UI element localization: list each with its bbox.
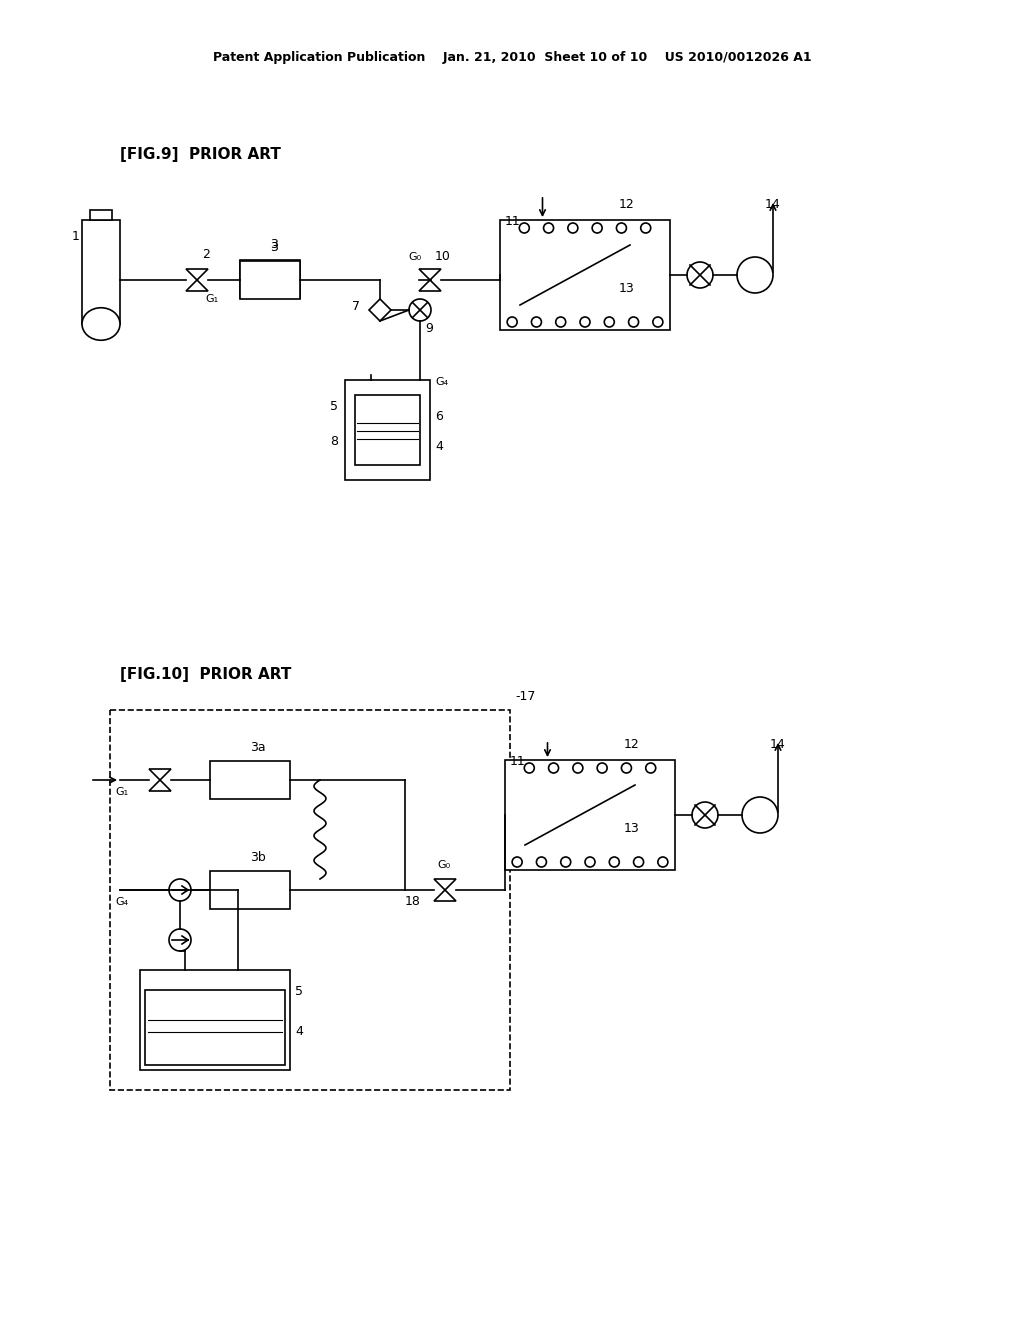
Bar [145, 990, 285, 1065]
Text: 12: 12 [618, 198, 635, 211]
Text: 4: 4 [295, 1026, 303, 1038]
Text: G₁: G₁ [205, 294, 218, 304]
Bar [355, 395, 420, 465]
Text: G₀: G₀ [408, 252, 421, 261]
Bar [140, 970, 290, 1071]
Text: G₀: G₀ [437, 861, 451, 870]
Text: 10: 10 [435, 249, 451, 263]
Text: 6: 6 [435, 411, 442, 422]
Bar [345, 380, 430, 480]
Text: 1: 1 [72, 230, 80, 243]
Bar [210, 762, 290, 799]
Text: [FIG.9]  PRIOR ART: [FIG.9] PRIOR ART [120, 148, 281, 162]
Ellipse shape [82, 308, 120, 341]
Text: 13: 13 [618, 281, 635, 294]
Text: 3: 3 [270, 242, 278, 253]
Text: 7: 7 [352, 300, 360, 313]
Text: 14: 14 [770, 738, 785, 751]
Text: 9: 9 [425, 322, 433, 335]
Text: G₁: G₁ [115, 787, 128, 797]
Text: 11: 11 [505, 215, 521, 228]
Bar [240, 261, 300, 300]
Bar [110, 710, 510, 1090]
Text: 8: 8 [330, 436, 338, 447]
Text: 3: 3 [270, 238, 278, 251]
Text: 11: 11 [510, 755, 525, 768]
Text: -17: -17 [515, 690, 536, 704]
Text: 12: 12 [624, 738, 640, 751]
Text: [FIG.10]  PRIOR ART: [FIG.10] PRIOR ART [120, 668, 292, 682]
Bar [90, 210, 113, 220]
Text: 4: 4 [435, 440, 442, 453]
Text: Patent Application Publication    Jan. 21, 2010  Sheet 10 of 10    US 2010/00120: Patent Application Publication Jan. 21, … [213, 51, 811, 65]
Text: 3a: 3a [250, 741, 265, 754]
Bar [500, 220, 670, 330]
Text: 18: 18 [406, 895, 421, 908]
Text: G₄: G₄ [435, 378, 449, 387]
Bar [210, 871, 290, 909]
Bar [505, 760, 675, 870]
Bar [240, 260, 300, 298]
Text: G₄: G₄ [115, 898, 128, 907]
Text: 3b: 3b [250, 851, 266, 865]
Text: 14: 14 [765, 198, 780, 211]
Text: 13: 13 [624, 821, 640, 834]
Text: 5: 5 [330, 400, 338, 413]
Bar [82, 220, 120, 323]
Text: 5: 5 [295, 985, 303, 998]
Text: 2: 2 [202, 248, 210, 261]
